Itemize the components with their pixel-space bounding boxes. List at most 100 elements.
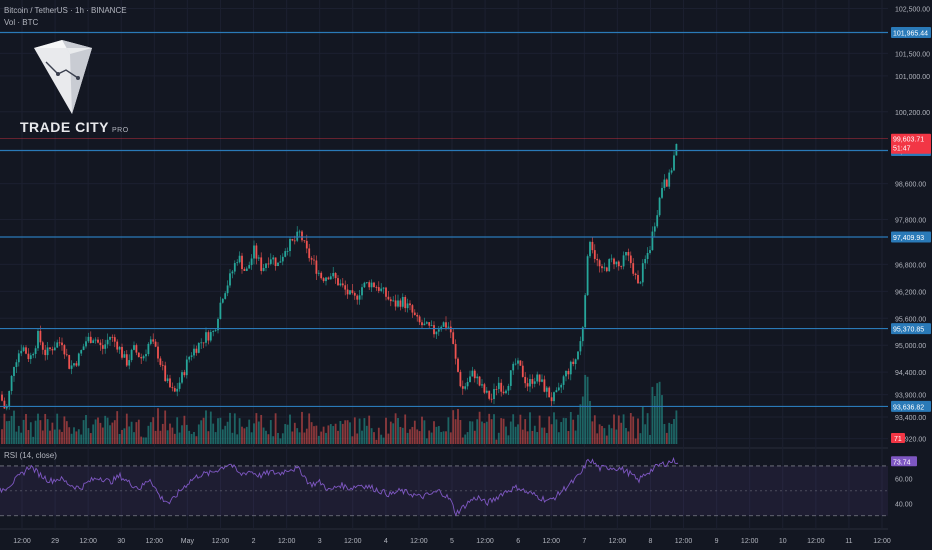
candle-body	[1, 394, 3, 401]
candle-body	[272, 257, 275, 260]
volume-bar	[77, 429, 80, 444]
volume-bar	[149, 422, 152, 444]
volume-bar	[243, 428, 246, 444]
volume-bar	[557, 432, 560, 444]
candle-body	[428, 322, 431, 326]
volume-bar	[147, 425, 150, 444]
volume-bar	[353, 417, 356, 444]
candle-body	[68, 355, 71, 369]
candle-body	[661, 187, 663, 198]
candle-body	[418, 316, 421, 323]
candle-body	[255, 245, 258, 259]
volume-bar	[435, 426, 438, 444]
volume-bar	[365, 425, 368, 444]
candle-body	[87, 336, 90, 342]
volume-bar	[65, 421, 68, 444]
volume-bar	[668, 422, 671, 444]
volume-bar	[416, 429, 419, 444]
volume-bar	[644, 424, 647, 444]
time-tick-label: 12:00	[79, 538, 97, 545]
volume-bar	[281, 433, 284, 444]
volume-bar	[3, 413, 6, 444]
candle-body	[63, 345, 66, 355]
volume-bar	[593, 415, 596, 444]
volume-bar	[1, 429, 3, 444]
volume-bar	[447, 417, 450, 444]
volume-bar	[197, 424, 200, 444]
candle-body	[226, 285, 229, 294]
volume-bar	[421, 416, 423, 444]
candle-body	[668, 172, 671, 187]
candle-body	[634, 273, 637, 276]
candle-body	[77, 353, 80, 366]
volume-bar	[164, 410, 167, 444]
volume-bar	[565, 418, 567, 444]
volume-bar	[553, 412, 555, 444]
level-price-badge	[891, 400, 931, 412]
candle-body	[471, 370, 474, 377]
candle-body	[507, 385, 510, 391]
candle-body	[183, 372, 186, 376]
candle-body	[53, 347, 56, 351]
candle-body	[548, 387, 551, 398]
level-price-badge	[891, 26, 931, 38]
volume-bar	[73, 427, 75, 444]
volume-bar	[37, 413, 39, 444]
volume-indicator-label[interactable]: Vol · BTC	[4, 18, 39, 27]
candle-body	[644, 259, 647, 264]
volume-bar	[277, 432, 279, 444]
candle-body	[505, 390, 507, 394]
volume-bar	[392, 423, 395, 444]
volume-bar	[29, 422, 32, 444]
candle-body	[346, 289, 349, 295]
time-tick-label: 12:00	[212, 538, 230, 545]
volume-bar	[509, 421, 512, 444]
volume-bar	[596, 433, 599, 444]
time-tick-label: 12:00	[741, 538, 759, 545]
candle-body	[385, 287, 387, 297]
candle-body	[317, 272, 320, 274]
candle-body	[409, 303, 411, 306]
symbol-title[interactable]: Bitcoin / TetherUS · 1h · BINANCE	[4, 6, 127, 15]
volume-bar	[332, 426, 335, 444]
volume-bar	[329, 424, 332, 444]
volume-bar	[118, 433, 121, 444]
time-tick-label: 12:00	[410, 538, 428, 545]
volume-bar	[569, 411, 572, 444]
rsi-indicator-label[interactable]: RSI (14, close)	[4, 451, 57, 460]
volume-bar	[92, 424, 95, 444]
volume-bar	[128, 426, 131, 444]
candle-body	[658, 197, 661, 216]
volume-bar	[221, 429, 224, 444]
candle-body	[341, 283, 344, 286]
candle-body	[425, 322, 428, 324]
volume-bar	[615, 429, 618, 444]
candle-body	[236, 262, 239, 264]
candle-body	[109, 336, 111, 340]
price-axis: 102,500.00 101,500.00 101,000.00 100,200.00…	[888, 0, 932, 550]
candle-body	[20, 350, 23, 354]
volume-bar	[603, 428, 606, 444]
candle-body	[73, 363, 75, 366]
rsi-value-label: 73.74	[893, 459, 911, 466]
candle-body	[495, 389, 498, 390]
volume-bar	[248, 419, 251, 444]
volume-bar	[449, 432, 452, 444]
candle-body	[483, 384, 486, 393]
candle-body	[567, 370, 570, 375]
candle-body	[41, 342, 44, 350]
candle-body	[212, 331, 215, 333]
candle-body	[257, 257, 260, 259]
volume-bar	[161, 423, 164, 444]
candle-body	[188, 356, 191, 360]
candle-body	[15, 362, 18, 367]
volume-bar	[17, 425, 20, 444]
candle-body	[476, 376, 479, 379]
time-tick-label: 12:00	[13, 538, 31, 545]
candle-body	[579, 341, 582, 352]
volume-bar	[193, 431, 195, 444]
price-tick-label: 94,400.00	[895, 370, 926, 377]
volume-bar	[622, 414, 625, 444]
candle-body	[545, 387, 548, 392]
